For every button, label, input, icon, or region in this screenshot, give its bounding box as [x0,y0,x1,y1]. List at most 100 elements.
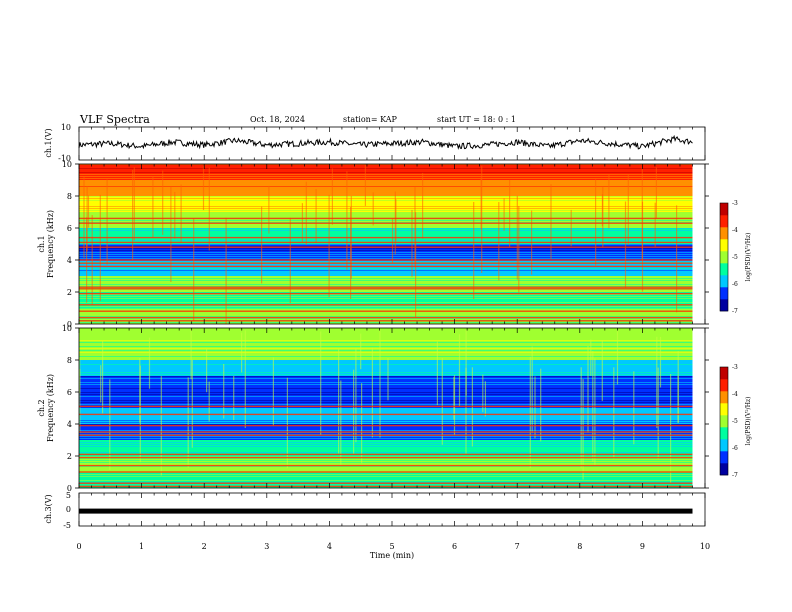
spectrogram-texture-row [79,338,693,339]
spectrogram-texture-row [79,340,693,341]
spectrogram-burst [550,184,552,260]
spectrogram-texture-row [79,374,693,375]
spectrogram-burst [613,367,615,459]
spectrogram-burst [261,206,263,284]
spectrogram-texture-row [79,370,693,371]
xtick-label: 8 [577,542,582,551]
colorbar-segment [720,287,728,300]
spectrogram-texture-row [79,168,693,169]
spectrogram-texture-row [79,178,693,179]
spectrogram-line [79,304,693,306]
spectrogram-texture-row [79,428,693,429]
ytick-label: 6 [67,224,72,233]
spectrogram-burst [360,333,362,370]
spectrogram-burst [656,336,658,428]
spectrogram-burst [415,212,417,318]
date-label: Oct. 18, 2024 [250,115,305,124]
spectrogram-texture-row [79,424,693,425]
spectrogram-burst [79,369,81,434]
spectrogram-burst [608,174,610,229]
colorbar-frame [719,202,729,312]
spectrogram-texture-row [79,230,693,231]
spectrogram-line [79,320,693,322]
spectrogram-burst [208,167,210,251]
spectrogram-texture-row [79,198,693,199]
spectrogram-texture-row [79,450,693,451]
spectrogram-line [79,246,693,248]
spectrogram-burst [633,371,635,445]
ch1-ytick-bottom: -10 [58,154,71,163]
spectrogram-texture-row [79,226,693,227]
colorbar-segment [720,299,728,312]
spectrogram-burst [206,348,208,393]
spectrogram-burst [99,194,101,302]
spectrogram-texture-row [79,186,693,187]
figure-title: VLF Spectra [79,113,150,126]
spectrogram-texture-row [79,330,693,331]
ch2-colorbar: log(PSD)(V²/Hz) -3 -4 -5 -6 -7 [719,364,752,479]
spectrogram-burst [465,330,467,396]
spectrogram-burst [187,377,189,468]
spectrogram-texture-row [79,352,693,353]
xtick-label: 2 [202,542,207,551]
colorbar-tick: -4 [732,391,738,398]
spectrogram-line [79,236,693,239]
spectrogram-burst [518,206,520,293]
spectrogram-texture-row [79,470,693,471]
spectrogram-burst [655,167,657,219]
spectrogram-texture-row [79,388,693,389]
spectrogram-texture-row [79,416,693,417]
spectrogram-texture-row [79,426,693,427]
spectrogram-burst [534,376,536,439]
spectrogram-texture-row [79,254,693,255]
spectrogram-burst [677,351,679,423]
spectrogram-texture-row [79,182,693,183]
colorbar-segment [720,367,728,380]
spectrogram-burst [654,202,656,247]
colorbar-tick: -3 [732,200,738,207]
colorbar-frame [719,366,729,476]
spectrogram-burst [411,209,413,277]
spectrogram-texture-row [79,194,693,195]
spectrogram-burst [529,356,531,468]
spectrogram-texture-row [79,292,693,293]
spectrogram-texture-row [79,282,693,283]
spectrogram-burst [133,167,135,241]
spectrogram-burst [202,165,205,211]
spectrogram-texture-row [79,458,693,459]
spectrogram-burst [174,191,176,239]
spectrogram-burst [503,198,505,231]
ch1-spectrogram-image [79,164,693,324]
xtick-label: 5 [389,542,394,551]
spectrogram-burst [498,202,500,281]
spectrogram-burst [601,194,603,227]
spectrogram-burst [100,365,102,403]
colorbar-segment [720,203,728,216]
spectrogram-texture-row [79,468,693,469]
spectrogram-burst [106,179,108,265]
spectrogram-burst [601,340,603,402]
spectrogram-burst [223,364,225,419]
colorbar-segment [720,439,728,452]
spectrogram-texture-row [79,184,693,185]
spectrogram-texture-row [79,378,693,379]
spectrogram-texture-row [79,272,693,273]
spectrogram-burst [328,194,330,298]
spectrogram-texture-row [79,166,693,167]
colorbar-tick: -7 [732,308,738,315]
spectrogram-texture-row [79,334,693,335]
spectrogram-burst [83,176,85,259]
spectrogram-texture-row [79,276,693,277]
colorbar-tick: -6 [732,281,738,288]
spectrogram-burst [379,328,381,438]
spectrogram-texture-row [79,418,693,419]
colorbar-segment [720,451,728,464]
spectrogram-burst [364,164,366,206]
spectrogram-texture-row [79,364,693,365]
spectrogram-burst [241,332,243,373]
spectrogram-texture-row [79,258,693,259]
spectrogram-burst [109,379,111,470]
spectrogram-texture-row [79,192,693,193]
spectrogram-burst [87,195,90,228]
spectrogram-burst [338,348,340,454]
